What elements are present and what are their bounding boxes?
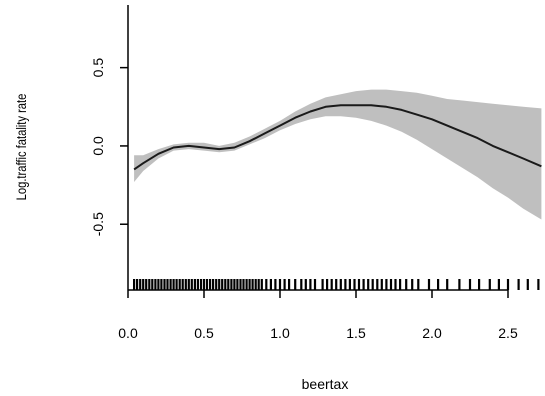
x-tick-label: 2.0 bbox=[422, 325, 442, 341]
x-tick-label: 1.5 bbox=[346, 325, 366, 341]
confidence-band-layer bbox=[134, 89, 542, 220]
y-tick-label: 0.5 bbox=[90, 58, 106, 78]
rug-layer bbox=[133, 279, 540, 290]
x-tick-label: 2.5 bbox=[498, 325, 518, 341]
y-axis-label: Log.traffic fatality rate bbox=[14, 94, 29, 201]
confidence-band bbox=[134, 89, 542, 220]
y-tick-label: -0.5 bbox=[90, 212, 106, 236]
x-tick-label: 1.0 bbox=[270, 325, 290, 341]
axes-layer: 0.0 0.5 1.0 1.5 2.0 2.5 -0.5 0.0 0.5 bbox=[90, 5, 518, 341]
y-tick-label: 0.0 bbox=[90, 136, 106, 156]
x-axis-label: beertax bbox=[302, 376, 349, 392]
x-tick-label: 0.0 bbox=[118, 325, 138, 341]
x-tick-label: 0.5 bbox=[194, 325, 214, 341]
smooth-line-layer bbox=[133, 104, 542, 171]
fitted-line bbox=[133, 104, 542, 171]
